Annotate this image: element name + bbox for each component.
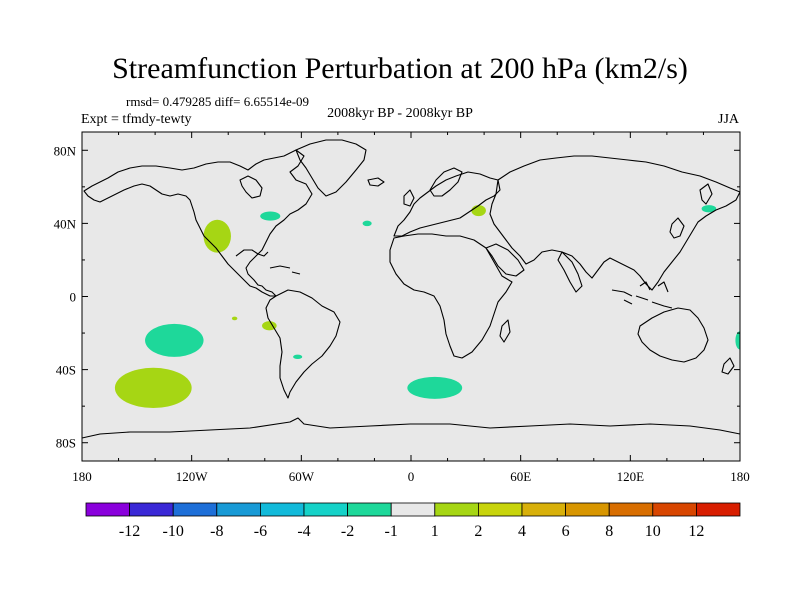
anomaly-south-pacific-east [114, 367, 192, 408]
anomaly-tropical-pacific [231, 316, 238, 321]
coastline-caribbean [269, 265, 301, 275]
colorbar-label: 2 [474, 523, 482, 540]
colorbar-label: -12 [119, 523, 140, 540]
coastline-south-america [265, 289, 341, 399]
anomaly-dateline-edge [735, 331, 740, 350]
axis-layer: 180 120W 60W 0 60E 120E 180 80N 40N 0 40S 80S [54, 132, 750, 484]
coastline-scandinavia [429, 167, 463, 197]
coastline-new-zealand [721, 357, 735, 375]
colorbar-label: -8 [210, 523, 223, 540]
x-tick-label: 60W [289, 469, 315, 484]
y-tick-label: 40N [54, 216, 77, 231]
y-tick-label: 0 [70, 290, 77, 305]
colorbar-label: 1 [431, 523, 439, 540]
colorbar-box [216, 502, 261, 517]
coastline-gulf [235, 249, 269, 257]
colorbar-box [303, 502, 348, 517]
coastline-japan [669, 217, 685, 239]
coastline-indonesia [611, 281, 673, 309]
colorbar-box [521, 502, 566, 517]
coastline-arabia [485, 243, 525, 277]
stats-label: rmsd= 0.479285 diff= 6.65514e-09 [126, 94, 310, 109]
experiment-label: Expt = tfmdy-tewty [81, 112, 192, 127]
anomaly-north-pacific-west [145, 323, 204, 357]
anomaly-north-pacific-east [701, 205, 717, 213]
coastline-hudson-bay [239, 175, 263, 199]
colorbar-box [608, 502, 654, 517]
anomaly-eastern-us [260, 211, 281, 221]
colorbar-box [434, 502, 479, 517]
colorbar-box [696, 502, 741, 517]
coastline-iceland [367, 177, 385, 187]
colorbar-box [172, 502, 218, 517]
coastline-madagascar [499, 319, 511, 343]
x-tick-label: 60E [510, 469, 531, 484]
coastline-greenland [295, 139, 367, 197]
colorbar-box [477, 502, 523, 517]
coastline-north-america [83, 149, 313, 297]
coastline-asia [489, 155, 741, 291]
coastline-britain [403, 189, 415, 207]
anomaly-mid-atlantic [362, 220, 372, 227]
colorbar-label: -4 [297, 523, 310, 540]
x-tick-label: 0 [408, 469, 415, 484]
x-tick-label: 180 [72, 469, 92, 484]
x-tick-label: 180 [730, 469, 750, 484]
coastline-antarctica [81, 417, 741, 439]
coastlines [81, 139, 741, 439]
colorbar-box [259, 502, 305, 517]
anomaly-black-sea [471, 205, 486, 217]
x-tick-label: 120W [176, 469, 209, 484]
anomaly-layer [114, 205, 740, 408]
coastline-india [557, 251, 583, 293]
coastline-europe [393, 171, 501, 237]
coastline-australia [637, 307, 709, 363]
colorbar-box [85, 502, 130, 517]
colorbar-label: 8 [605, 523, 613, 540]
coastline-kamchatka [699, 183, 713, 205]
colorbar-label: 12 [688, 523, 704, 540]
colorbar-label: 4 [518, 523, 526, 540]
colorbar-label: -6 [254, 523, 267, 540]
anomaly-south-indian-atlantic [407, 376, 463, 399]
x-tick-label: 120E [617, 469, 645, 484]
colorbar-label: -2 [341, 523, 354, 540]
colorbar-label: -10 [163, 523, 184, 540]
colorbar-box [652, 502, 697, 517]
anomaly-south-atlantic-west [293, 354, 303, 360]
y-tick-label: 80S [56, 436, 76, 451]
colorbar-box [565, 502, 610, 517]
chart-title: Streamfunction Perturbation at 200 hPa (… [112, 52, 688, 85]
colorbar-label: 6 [562, 523, 570, 540]
anomaly-mexico [203, 219, 231, 253]
season-label: JJA [718, 112, 740, 127]
colorbar-label: -1 [385, 523, 398, 540]
colorbar-box [347, 502, 392, 517]
map-background [82, 132, 740, 461]
coastline-africa [389, 233, 513, 359]
colorbar-box [390, 502, 436, 517]
colorbar: -12 -10 -8 -6 -4 -2 -1 1 2 4 6 8 10 12 [85, 502, 741, 540]
period-label: 2008kyr BP - 2008kyr BP [327, 106, 473, 121]
y-tick-label: 80N [54, 143, 77, 158]
y-tick-label: 40S [56, 363, 76, 378]
colorbar-label: 10 [645, 523, 661, 540]
anomaly-peru [262, 321, 277, 331]
colorbar-box [129, 502, 174, 517]
